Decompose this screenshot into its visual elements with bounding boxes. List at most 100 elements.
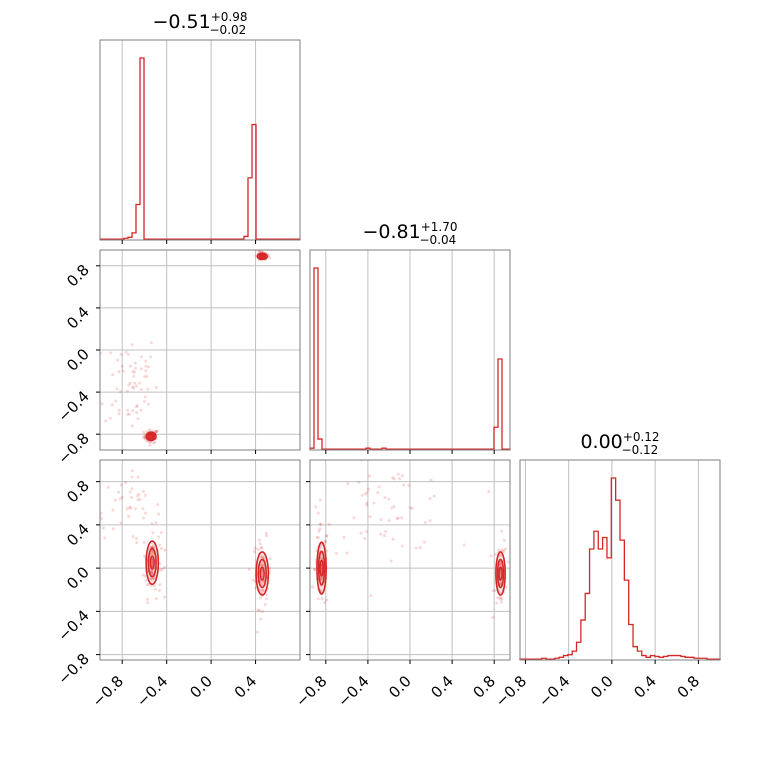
scatter-point [114,399,118,403]
scatter-point [117,408,121,412]
scatter-point [150,571,154,575]
scatter-point [372,501,376,505]
scatter-point [129,495,133,499]
scatter-point [119,521,123,525]
scatter-point [365,530,369,534]
contour-inner [498,566,503,581]
scatter-point [342,535,346,539]
scatter-point [153,440,157,444]
scatter-point [429,478,433,482]
scatter-point [259,617,263,621]
scatter-point [155,429,159,433]
scatter-point [143,574,147,578]
scatter-point [157,512,161,516]
scatter-point [144,369,148,373]
scatter-point [256,630,260,634]
scatter-point [367,487,371,491]
scatter-point [124,480,128,484]
scatter-point [132,374,136,378]
contour-inner [148,434,154,439]
scatter-point [131,535,135,539]
scatter-point [365,490,369,494]
y-tick-label: 0.0 [63,345,93,375]
scatter-point [136,475,140,479]
scatter-point [136,498,140,502]
scatter-point [499,554,503,558]
x-tick-label: 0.4 [427,672,457,702]
scatter-point [159,547,163,551]
scatter-point [162,595,166,599]
scatter-point [117,490,121,494]
scatter-group [100,250,272,447]
y-tick-label: 0.8 [63,261,93,291]
scatter-point [108,416,112,420]
scatter-point [261,555,265,559]
scatter-point [376,491,380,495]
scatter-point [130,424,134,428]
scatter-point [148,443,152,447]
x-tick-label: −0.8 [89,672,127,710]
scatter-point [158,543,162,547]
scatter-point [318,527,322,531]
scatter-point [422,540,426,544]
scatter-point [268,557,272,561]
scatter-point [500,597,504,601]
scatter-point [144,511,148,515]
scatter-point [325,598,329,602]
scatter-point [259,545,263,549]
x-tick-label: −0.4 [133,672,171,710]
contour-inner [259,254,265,258]
scatter-point [324,534,328,538]
scatter-point [142,435,146,439]
scatter-point [128,505,132,509]
scatter-point [144,578,148,582]
scatter-point [145,583,149,587]
scatter-point [149,570,153,574]
scatter-point [116,358,120,362]
scatter-point [137,492,141,496]
scatter-point [359,531,363,535]
y-tick-label: 0.0 [63,563,93,593]
scatter-point [428,497,432,501]
scatter-point [135,404,139,408]
scatter-point [152,584,156,588]
scatter-point [251,578,255,582]
scatter-point [117,370,121,374]
scatter-point [126,352,130,356]
y-tick-label: −0.8 [54,650,92,688]
scatter-point [163,548,167,552]
scatter-point [259,563,263,567]
scatter-point [320,557,324,561]
scatter-point [125,389,129,393]
scatter-point [143,375,147,379]
scatter-point [487,489,491,493]
scatter-point [504,547,508,551]
scatter-point [140,355,144,359]
contour-inner [319,559,324,577]
scatter-point [158,568,162,572]
scatter-point [157,535,161,539]
scatter-point [264,531,268,535]
scatter-point [118,390,122,394]
scatter-point [139,408,143,412]
scatter-point [153,587,157,591]
scatter-point [127,412,131,416]
panel-frame [99,39,301,241]
scatter-point [144,364,148,368]
scatter-point [400,474,404,478]
scatter-point [261,556,265,560]
scatter-point [498,597,502,601]
scatter-point [111,508,115,512]
scatter-point [139,367,143,371]
param-title-1: −0.81+1.70 −0.04 [362,220,457,247]
scatter-point [100,516,103,520]
y-tick-label: −0.4 [54,606,92,644]
scatter-point [398,477,402,481]
scatter-point [130,487,134,491]
scatter-point [264,597,268,601]
scatter-point [379,532,383,536]
scatter-point [160,567,164,571]
scatter-point [387,519,391,523]
scatter-point [319,577,323,581]
x-tick-label: −0.8 [292,672,330,710]
